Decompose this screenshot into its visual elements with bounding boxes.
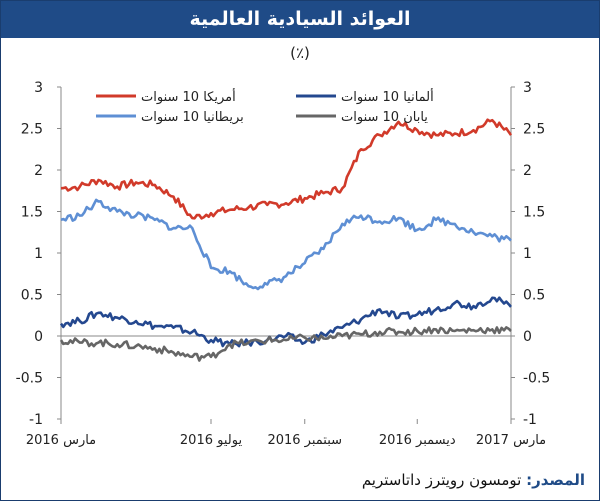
y-tick-label-left: 0 [34, 329, 43, 345]
legend-label-jp: يابان 10 سنوات [341, 110, 428, 125]
y-tick-label-left: 0.5 [21, 288, 43, 304]
y-tick-label-left: 1.5 [21, 205, 43, 221]
series-line-de [59, 296, 512, 348]
y-tick-label-right: -0.5 [523, 371, 550, 387]
x-tick-label: مارس 2016 [26, 433, 96, 448]
y-tick-label-left: 3 [34, 80, 43, 96]
chart-title: العوائد السيادية العالمية [189, 8, 411, 30]
legend: أمريكا 10 سنوات ألمانيا 10 سنوات بريطانيا … [96, 88, 434, 125]
source-text: تومسون رويترز داتاستريم [361, 471, 522, 489]
y-tick-label-left: -0.5 [16, 371, 43, 387]
y-tick-label-right: 2 [523, 163, 532, 179]
series-line-jp [59, 326, 512, 362]
source-label: المصدر: [526, 471, 585, 489]
y-tick-label-left: -1 [29, 412, 43, 428]
axes: 3 3 2.5 2.5 2 2 1.5 1.5 1 1 0.5 0.5 0 0 -0.5 -0.5 -1 -1 ما… [16, 80, 551, 448]
legend-label-uk: بريطانيا 10 سنوات [141, 110, 244, 125]
y-tick-label-left: 2 [34, 163, 43, 179]
legend-label-de: ألمانيا 10 سنوات [341, 88, 434, 105]
x-tick-label: مارس 2017 [476, 433, 546, 448]
line-chart: 3 3 2.5 2.5 2 2 1.5 1.5 1 1 0.5 0.5 0 0 -0.5 -0.5 -1 -1 ما… [16, 80, 551, 448]
series-line-uk [60, 198, 512, 291]
y-tick-label-right: 1 [523, 246, 532, 262]
y-tick-label-right: 2.5 [523, 122, 545, 138]
y-tick-label-right: -1 [523, 412, 537, 428]
y-tick-label-right: 0 [523, 329, 532, 345]
plot-area [59, 118, 513, 362]
title-bar: العوائد السيادية العالمية [1, 1, 599, 38]
x-tick-label: يوليو 2016 [180, 433, 243, 448]
source-note: المصدر: تومسون رويترز داتاستريم [362, 471, 585, 489]
series-line-us [60, 118, 513, 220]
legend-label-us: أمريكا 10 سنوات [141, 88, 236, 105]
x-tick-label: سبتمبر 2016 [267, 433, 342, 448]
y-tick-label-right: 3 [523, 80, 532, 96]
unit-label: (٪) [290, 44, 310, 62]
x-tick-label: ديسمبر 2016 [379, 433, 456, 448]
y-tick-label-left: 2.5 [21, 122, 43, 138]
y-tick-label-right: 1.5 [523, 205, 545, 221]
y-tick-label-left: 1 [34, 246, 43, 262]
y-tick-label-right: 0.5 [523, 288, 545, 304]
